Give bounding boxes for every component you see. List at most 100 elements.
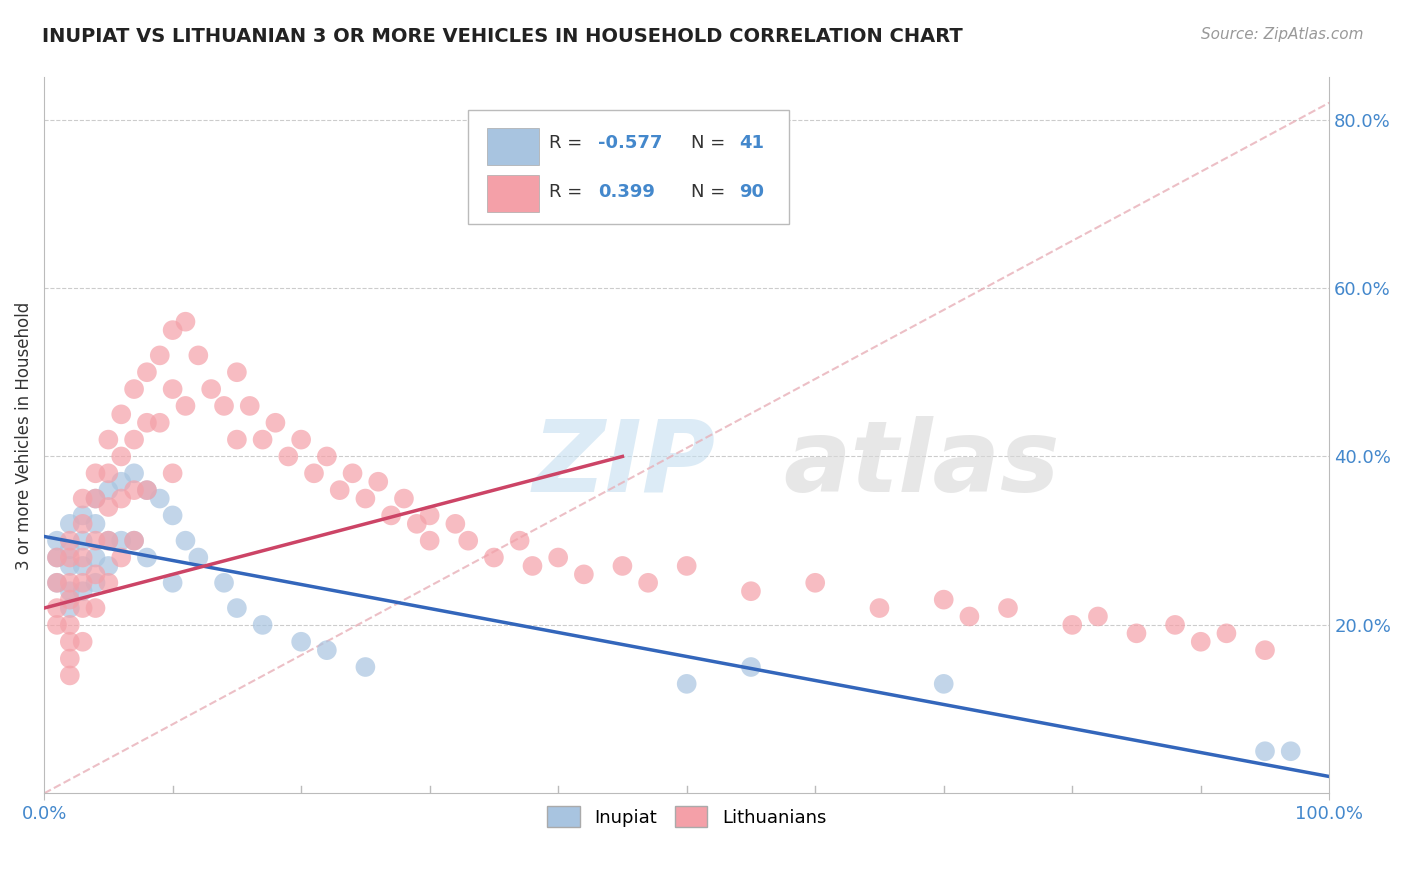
Point — [110, 491, 132, 506]
Text: R =: R = — [550, 135, 588, 153]
Text: R =: R = — [550, 183, 588, 201]
Point — [315, 643, 337, 657]
Point — [59, 668, 82, 682]
Point — [162, 323, 184, 337]
Point — [212, 399, 235, 413]
Point — [149, 416, 172, 430]
Point — [84, 491, 107, 506]
Point — [59, 584, 82, 599]
Text: atlas: atlas — [783, 416, 1060, 513]
FancyBboxPatch shape — [488, 128, 538, 166]
Point — [46, 550, 69, 565]
Point — [932, 677, 955, 691]
Point — [72, 516, 94, 531]
Point — [509, 533, 531, 548]
Point — [46, 575, 69, 590]
Point — [1062, 618, 1084, 632]
Point — [252, 618, 274, 632]
Point — [174, 533, 197, 548]
Point — [1087, 609, 1109, 624]
Point — [277, 450, 299, 464]
Point — [72, 558, 94, 573]
Point — [84, 601, 107, 615]
Point — [162, 508, 184, 523]
Point — [1254, 744, 1277, 758]
Point — [72, 533, 94, 548]
Point — [367, 475, 389, 489]
Legend: Inupiat, Lithuanians: Inupiat, Lithuanians — [540, 799, 834, 834]
Point — [122, 467, 145, 481]
Point — [457, 533, 479, 548]
Point — [72, 508, 94, 523]
Point — [110, 533, 132, 548]
Point — [122, 533, 145, 548]
Point — [110, 550, 132, 565]
Point — [46, 575, 69, 590]
Point — [72, 575, 94, 590]
Point — [804, 575, 827, 590]
Text: 90: 90 — [740, 183, 765, 201]
Point — [547, 550, 569, 565]
Point — [675, 677, 697, 691]
Point — [869, 601, 891, 615]
Point — [957, 609, 980, 624]
Point — [97, 433, 120, 447]
Y-axis label: 3 or more Vehicles in Household: 3 or more Vehicles in Household — [15, 301, 32, 569]
Point — [84, 575, 107, 590]
Point — [225, 433, 247, 447]
Point — [59, 558, 82, 573]
Point — [225, 365, 247, 379]
Point — [122, 382, 145, 396]
Point — [315, 450, 337, 464]
Point — [84, 567, 107, 582]
Text: N =: N = — [690, 135, 731, 153]
Point — [149, 491, 172, 506]
Text: Source: ZipAtlas.com: Source: ZipAtlas.com — [1201, 27, 1364, 42]
Point — [97, 558, 120, 573]
Point — [212, 575, 235, 590]
Point — [97, 467, 120, 481]
Point — [97, 483, 120, 497]
Point — [329, 483, 352, 497]
Point — [932, 592, 955, 607]
Point — [252, 433, 274, 447]
Point — [522, 558, 544, 573]
Point — [354, 660, 377, 674]
Point — [97, 500, 120, 514]
Point — [200, 382, 222, 396]
Point — [675, 558, 697, 573]
Point — [59, 618, 82, 632]
Point — [46, 533, 69, 548]
Text: N =: N = — [690, 183, 731, 201]
Point — [59, 592, 82, 607]
Point — [612, 558, 634, 573]
Point — [72, 634, 94, 648]
Text: 0.399: 0.399 — [598, 183, 655, 201]
Point — [637, 575, 659, 590]
Point — [84, 491, 107, 506]
Point — [482, 550, 505, 565]
Point — [46, 550, 69, 565]
Point — [59, 550, 82, 565]
Point — [135, 365, 157, 379]
Point — [59, 575, 82, 590]
Point — [392, 491, 415, 506]
Point — [110, 408, 132, 422]
Point — [162, 382, 184, 396]
Point — [290, 433, 312, 447]
Point — [110, 475, 132, 489]
Point — [419, 508, 441, 523]
Point — [59, 651, 82, 665]
Point — [72, 584, 94, 599]
Text: -0.577: -0.577 — [598, 135, 662, 153]
Point — [84, 516, 107, 531]
Point — [740, 660, 762, 674]
Point — [290, 634, 312, 648]
Point — [46, 601, 69, 615]
Point — [264, 416, 287, 430]
Point — [110, 450, 132, 464]
Point — [174, 315, 197, 329]
Point — [997, 601, 1019, 615]
Point — [84, 467, 107, 481]
Point — [1279, 744, 1302, 758]
